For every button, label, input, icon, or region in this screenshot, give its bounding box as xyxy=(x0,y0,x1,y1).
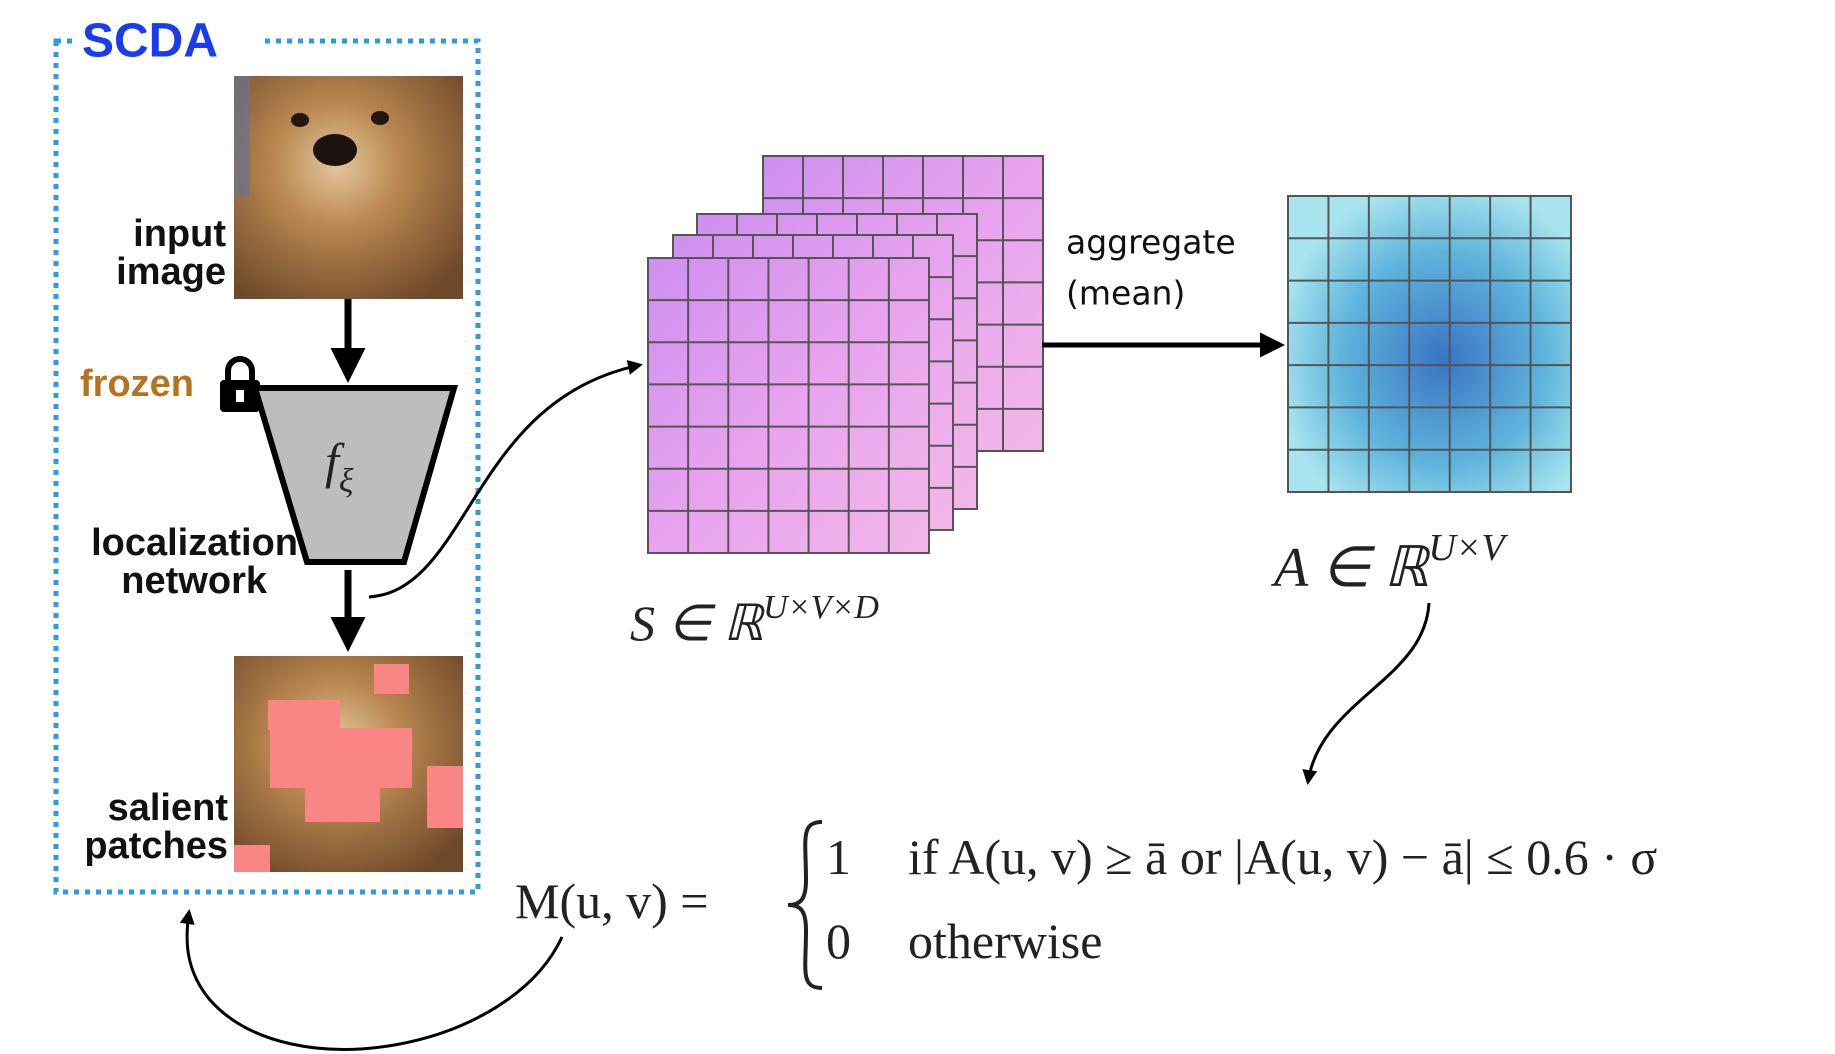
scda-title: SCDA xyxy=(82,15,218,68)
aggregate-label: (mean) xyxy=(1066,274,1185,313)
a-label: A ∈ ℝU×V xyxy=(1270,527,1508,599)
network-label: network xyxy=(121,560,268,602)
feature-map xyxy=(648,258,929,553)
feature-grids xyxy=(648,156,1571,553)
case-condition: otherwise xyxy=(908,913,1102,969)
input-image xyxy=(234,76,463,299)
s-label: S ∈ ℝU×V×D xyxy=(630,589,879,651)
brace xyxy=(788,822,822,988)
patches-image xyxy=(234,656,463,872)
diagram: SCDA input image frozen fξ localization … xyxy=(0,0,1835,1054)
a-sup: U×V xyxy=(1428,527,1508,569)
s-base: S ∈ ℝ xyxy=(630,595,766,651)
patches-label: salient xyxy=(108,787,229,829)
aggregated-map xyxy=(1288,196,1571,492)
frozen-label: frozen xyxy=(80,363,194,405)
formula-lhs: M(u, v) = xyxy=(515,873,708,929)
network-subscript: ξ xyxy=(339,463,354,500)
network-label: localization xyxy=(91,522,298,564)
input-label: image xyxy=(116,251,226,293)
input-label: input xyxy=(133,213,226,255)
curve-arrow xyxy=(1308,603,1429,782)
patches-label: patches xyxy=(84,825,228,867)
curve-arrow xyxy=(187,912,562,1049)
aggregate-label: aggregate xyxy=(1066,223,1236,262)
a-base: A ∈ ℝ xyxy=(1270,537,1431,599)
case-condition: if A(u, v) ≥ ā or |A(u, v) − ā| ≤ 0.6 · … xyxy=(908,829,1657,885)
case-value: 0 xyxy=(826,913,851,969)
case-value: 1 xyxy=(826,829,851,885)
s-sup: U×V×D xyxy=(763,589,879,626)
